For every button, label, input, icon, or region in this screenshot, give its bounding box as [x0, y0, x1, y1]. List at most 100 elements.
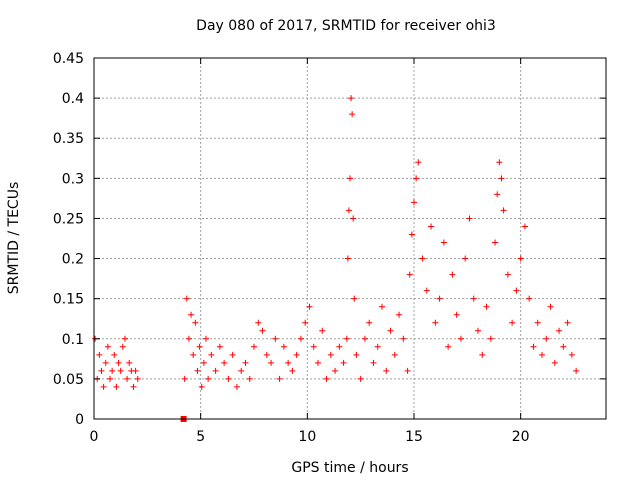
- data-point: [205, 375, 212, 382]
- data-point: [306, 303, 313, 310]
- data-point: [487, 335, 494, 342]
- data-point: [196, 343, 203, 350]
- axis-ticks: 0 0.05 0.1 0.15 0.2 0.25 0.3 0.35 0.4 0.45 0 5 10 15 2…: [53, 51, 606, 445]
- x-tick-label: 15: [405, 429, 423, 445]
- data-point: [216, 343, 223, 350]
- data-point: [470, 295, 477, 302]
- data-point: [521, 223, 528, 230]
- data-point: [327, 351, 334, 358]
- chart-title: Day 080 of 2017, SRMTID for receiver ohi…: [196, 18, 496, 34]
- data-point: [573, 367, 580, 374]
- data-point: [526, 295, 533, 302]
- y-tick-label: 0.25: [53, 211, 84, 227]
- data-point: [466, 215, 473, 222]
- plot-frame: [93, 57, 607, 420]
- y-tick-label: 0.05: [53, 372, 84, 388]
- data-point: [100, 383, 107, 390]
- data-point: [530, 343, 537, 350]
- data-point: [208, 351, 215, 358]
- data-point: [374, 343, 381, 350]
- data-point: [115, 359, 122, 366]
- data-point: [332, 367, 339, 374]
- data-point: [310, 343, 317, 350]
- data-point: [457, 335, 464, 342]
- data-point: [98, 367, 105, 374]
- y-tick-label: 0.15: [53, 292, 84, 308]
- data-point: [351, 295, 358, 302]
- data-point: [107, 375, 113, 382]
- data-point: [190, 351, 197, 358]
- data-point: [111, 351, 118, 358]
- data-point: [396, 311, 403, 318]
- y-tick-label: 0.3: [62, 171, 84, 187]
- data-point: [113, 383, 120, 390]
- data-point: [124, 375, 131, 382]
- data-point: [534, 319, 541, 326]
- x-tick-label: 10: [298, 429, 316, 445]
- y-tick-label: 0.4: [62, 91, 84, 107]
- data-point: [547, 303, 554, 310]
- data-point: [319, 327, 326, 334]
- data-point: [104, 343, 111, 350]
- data-point: [556, 327, 563, 334]
- data-point: [238, 367, 245, 374]
- data-point: [336, 343, 343, 350]
- data-point: [413, 175, 420, 182]
- data-point: [419, 255, 426, 262]
- data-point: [134, 375, 141, 382]
- data-point: [315, 359, 321, 366]
- data-point: [404, 367, 411, 374]
- x-tick-label: 20: [512, 429, 530, 445]
- data-point: [194, 367, 201, 374]
- data-point: [242, 359, 249, 366]
- data-point: [366, 319, 373, 326]
- data-point: [198, 383, 205, 390]
- x-axis-label: GPS time / hours: [291, 460, 408, 476]
- data-point: [181, 375, 188, 382]
- data-point: [117, 367, 124, 374]
- data-point: [564, 319, 571, 326]
- data-point: [280, 343, 287, 350]
- data-points: [92, 95, 580, 422]
- data-point: [348, 95, 355, 102]
- data-point: [560, 343, 567, 350]
- data-point: [272, 335, 279, 342]
- data-point: [353, 351, 360, 358]
- data-point: [130, 383, 137, 390]
- data-point: [132, 367, 139, 374]
- data-point: [302, 319, 309, 326]
- grid-lines: [94, 58, 606, 419]
- data-point: [259, 327, 266, 334]
- data-point: [263, 351, 270, 358]
- data-point: [109, 367, 116, 374]
- data-point: [387, 327, 394, 334]
- data-point: [126, 359, 133, 366]
- x-tick-label: 0: [90, 429, 99, 445]
- data-point: [323, 375, 330, 382]
- data-point: [96, 351, 103, 358]
- data-point: [428, 223, 435, 230]
- data-point: [498, 175, 505, 182]
- y-tick-label: 0.45: [53, 51, 84, 67]
- data-point: [102, 359, 109, 366]
- data-point: [349, 111, 356, 118]
- y-axis-label: SRMTID / TECUs: [6, 182, 22, 295]
- data-point: [340, 359, 347, 366]
- data-point: [203, 335, 209, 342]
- data-point: [494, 191, 501, 198]
- data-point: [119, 343, 126, 350]
- data-point: [221, 359, 228, 366]
- y-tick-label: 0.35: [53, 131, 84, 147]
- data-point: [432, 319, 439, 326]
- data-point: [344, 255, 351, 262]
- data-point: [255, 319, 262, 326]
- data-point: [568, 351, 575, 358]
- data-point: [285, 359, 292, 366]
- y-tick-label: 0: [75, 412, 84, 428]
- data-point: [361, 335, 368, 342]
- y-tick-label: 0.1: [62, 332, 84, 348]
- x-tick-label: 5: [196, 429, 205, 445]
- data-point: [423, 287, 430, 294]
- data-point: [408, 231, 415, 238]
- data-point: [475, 327, 481, 334]
